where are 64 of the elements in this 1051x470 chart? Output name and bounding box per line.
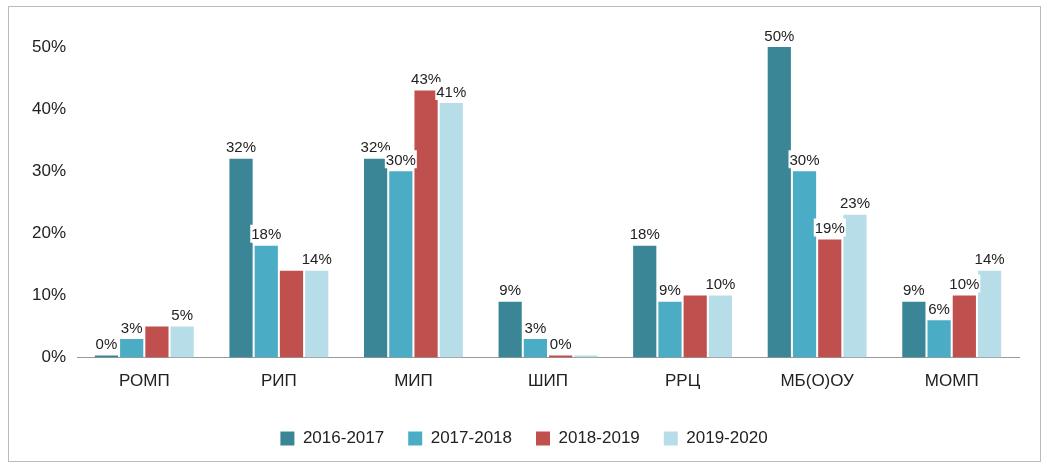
y-tick-label: 50% xyxy=(31,36,67,56)
data-label: 0% xyxy=(95,335,118,353)
x-tick-label: РОМП xyxy=(119,371,170,391)
data-label: 10% xyxy=(949,275,980,293)
legend-label: 2019-2020 xyxy=(686,428,768,448)
bar xyxy=(792,171,817,358)
data-label: 30% xyxy=(385,150,416,168)
data-label: 50% xyxy=(764,26,795,44)
bar xyxy=(658,301,682,358)
data-label: 9% xyxy=(659,281,681,299)
bar xyxy=(523,338,547,358)
bar xyxy=(363,158,388,358)
data-label: 9% xyxy=(499,281,522,299)
bar xyxy=(818,239,842,358)
bar xyxy=(414,90,438,358)
bar xyxy=(952,295,976,358)
bar xyxy=(305,270,329,358)
bar xyxy=(902,301,926,358)
bar xyxy=(683,295,707,358)
bar xyxy=(767,47,791,358)
bar xyxy=(229,158,253,358)
y-tick-label: 40% xyxy=(31,98,67,118)
data-label: 0% xyxy=(549,335,572,353)
data-label: 30% xyxy=(789,150,820,168)
legend-label: 2018-2019 xyxy=(558,428,640,448)
data-label: 3% xyxy=(524,318,547,336)
x-tick-label: МБ(О)ОУ xyxy=(780,371,855,391)
y-tick-label: 30% xyxy=(31,160,67,180)
bar xyxy=(120,338,144,358)
bar xyxy=(977,270,1002,358)
data-label: 18% xyxy=(629,225,660,243)
bar xyxy=(439,102,463,358)
bar xyxy=(145,326,169,358)
data-label: 19% xyxy=(814,219,845,237)
bar xyxy=(843,214,867,358)
data-label: 14% xyxy=(301,250,332,268)
data-label: 18% xyxy=(251,225,282,243)
x-tick-label: МОМП xyxy=(924,371,979,391)
bar xyxy=(633,245,657,358)
x-tick-label: МИП xyxy=(394,371,433,391)
data-label: 23% xyxy=(839,194,871,212)
legend-label: 2017-2018 xyxy=(430,428,513,448)
data-label: 9% xyxy=(903,281,925,299)
y-tick-label: 0% xyxy=(41,347,67,367)
bar xyxy=(170,326,194,358)
bar xyxy=(708,295,733,358)
y-tick-label: 10% xyxy=(31,285,67,305)
data-label: 3% xyxy=(120,318,143,336)
bar xyxy=(498,301,522,358)
bar xyxy=(389,171,413,358)
data-label: 10% xyxy=(705,275,736,293)
x-tick-label: РИП xyxy=(260,371,297,391)
bar xyxy=(254,245,278,358)
data-label: 14% xyxy=(974,250,1005,268)
data-label: 5% xyxy=(171,306,193,324)
bar xyxy=(279,270,304,358)
data-label: 32% xyxy=(226,138,257,156)
legend-label: 2016-2017 xyxy=(302,428,385,448)
x-tick-label: ШИП xyxy=(528,371,569,391)
y-tick-label: 20% xyxy=(31,223,67,243)
x-tick-label: РРЦ xyxy=(664,371,701,391)
data-label: 41% xyxy=(436,82,467,100)
bar xyxy=(927,320,951,358)
data-label: 6% xyxy=(928,299,950,317)
